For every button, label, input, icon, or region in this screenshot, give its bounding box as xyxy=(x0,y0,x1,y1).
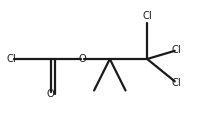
Text: Cl: Cl xyxy=(172,78,182,88)
Text: Cl: Cl xyxy=(142,11,152,21)
Text: O: O xyxy=(78,54,86,64)
Text: O: O xyxy=(47,89,55,99)
Text: Cl: Cl xyxy=(7,54,16,64)
Text: Cl: Cl xyxy=(172,45,182,55)
